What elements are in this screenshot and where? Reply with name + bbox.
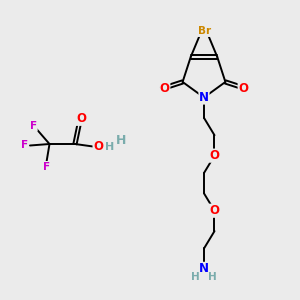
Text: O: O xyxy=(209,204,220,217)
Text: Br: Br xyxy=(198,26,211,36)
Text: O: O xyxy=(209,149,220,162)
Text: H: H xyxy=(116,134,127,147)
Text: H: H xyxy=(191,272,200,282)
Text: Br: Br xyxy=(197,26,210,36)
Text: N: N xyxy=(199,262,209,275)
Text: N: N xyxy=(199,91,209,104)
Text: O: O xyxy=(93,140,103,153)
Text: H: H xyxy=(105,142,114,152)
Text: O: O xyxy=(238,82,248,95)
Text: F: F xyxy=(21,140,28,151)
Text: O: O xyxy=(160,82,170,95)
Text: F: F xyxy=(43,161,50,172)
Text: F: F xyxy=(30,121,37,131)
Text: H: H xyxy=(208,272,217,282)
Text: O: O xyxy=(76,112,86,125)
